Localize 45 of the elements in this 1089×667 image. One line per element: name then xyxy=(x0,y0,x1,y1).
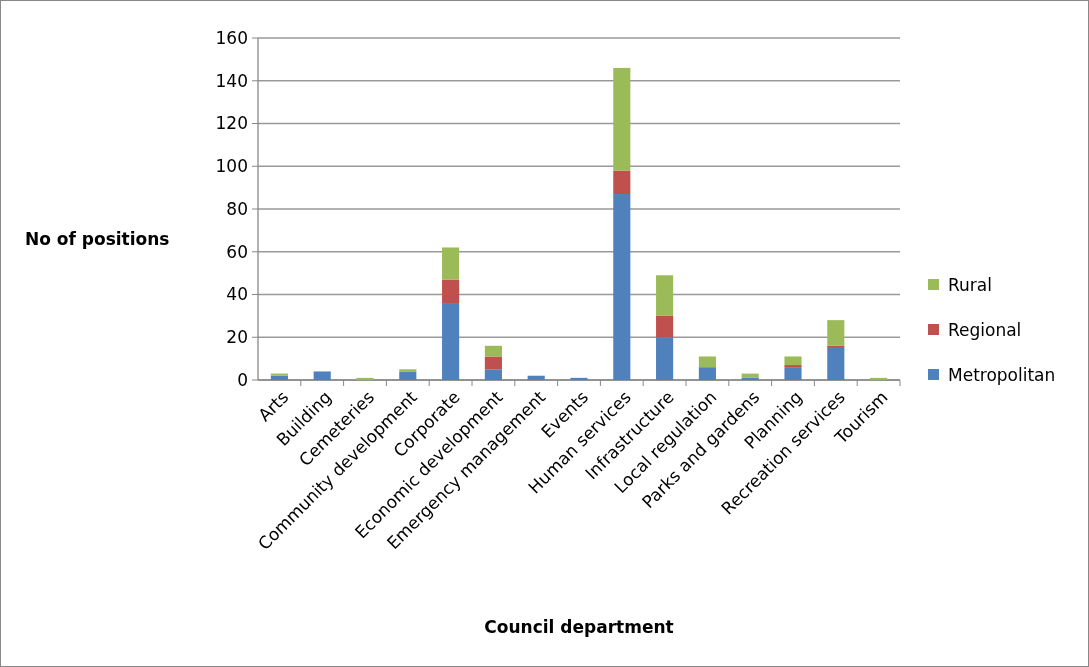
bar xyxy=(656,337,674,380)
bar xyxy=(442,247,460,280)
legend-label: Metropolitan xyxy=(948,364,1056,385)
bar xyxy=(741,377,759,380)
bar xyxy=(784,365,802,368)
y-axis-title: No of positions xyxy=(25,229,170,249)
y-tick-label: 140 xyxy=(215,70,248,91)
legend-label: Regional xyxy=(948,319,1022,340)
bar xyxy=(570,377,588,380)
y-tick-label: 20 xyxy=(226,327,248,348)
bar xyxy=(270,373,288,376)
legend-label: Rural xyxy=(948,274,992,295)
bar xyxy=(870,377,888,380)
x-axis-title: Council department xyxy=(484,617,674,637)
bar xyxy=(827,347,845,380)
bar xyxy=(698,367,716,380)
bar xyxy=(313,371,331,380)
bar xyxy=(784,367,802,380)
bar xyxy=(484,356,502,370)
bar xyxy=(399,369,417,372)
bar xyxy=(484,345,502,357)
bar xyxy=(784,356,802,366)
bar xyxy=(442,279,460,304)
bar xyxy=(827,345,845,348)
y-tick-label: 0 xyxy=(237,369,248,390)
bar xyxy=(442,303,460,380)
y-tick-label: 100 xyxy=(215,156,248,177)
y-tick-label: 80 xyxy=(226,198,248,219)
bar xyxy=(270,375,288,380)
bar xyxy=(656,275,674,316)
bar xyxy=(527,375,545,380)
bar xyxy=(613,194,631,380)
bar xyxy=(827,320,845,346)
bar xyxy=(613,67,631,171)
y-tick-label: 160 xyxy=(215,27,248,48)
bar xyxy=(613,170,631,195)
bar xyxy=(698,356,716,368)
bar xyxy=(484,369,502,380)
bar xyxy=(656,315,674,338)
y-tick-label: 60 xyxy=(226,241,248,262)
bar xyxy=(356,377,374,380)
y-tick-label: 40 xyxy=(226,284,248,305)
y-tick-label: 120 xyxy=(215,113,248,134)
bar xyxy=(399,371,417,380)
bar xyxy=(741,373,759,378)
